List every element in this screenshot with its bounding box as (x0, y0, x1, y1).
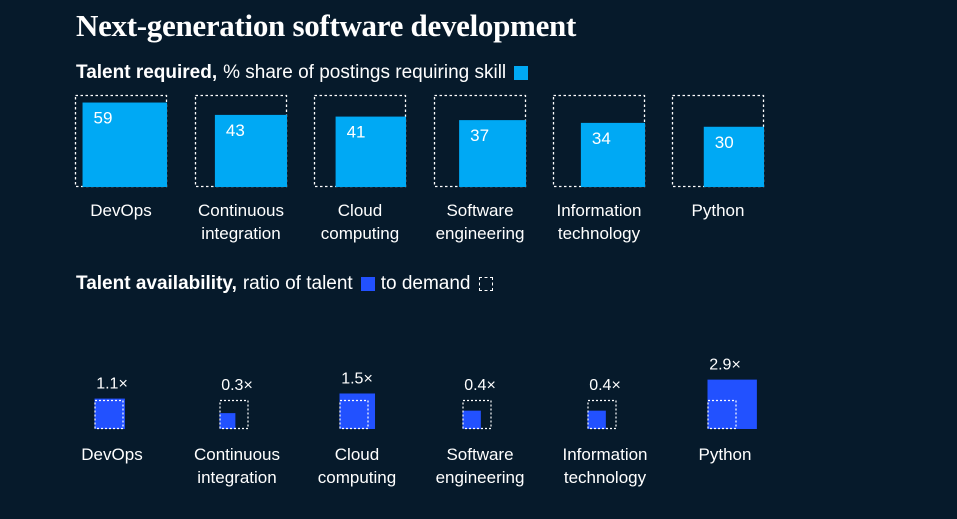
talent-ratio-label-2: 1.5× (341, 370, 373, 387)
talent-square-1 (219, 413, 236, 429)
required-category-label-3-1: engineering (436, 224, 525, 243)
required-square-4 (580, 122, 645, 187)
availability-category-label-4-1: technology (564, 468, 647, 487)
required-category-label-3-0: Software (446, 201, 513, 220)
talent-square-3 (462, 410, 481, 429)
availability-category-label-5-0: Python (699, 445, 752, 464)
talent-ratio-label-1: 0.3× (221, 377, 253, 394)
talent-ratio-label-4: 0.4× (589, 377, 621, 394)
talent-ratio-label-5: 2.9× (709, 357, 741, 374)
talent-legend-square-icon (360, 277, 375, 291)
talent-ratio-label-0: 1.1× (96, 376, 128, 393)
required-square-3 (459, 120, 526, 187)
talent-required-label: Talent required, (76, 62, 218, 83)
required-value-label-1: 43 (226, 121, 245, 140)
required-square-1 (214, 114, 287, 187)
talent-required-unit: % share of postings requiring skill (223, 62, 507, 83)
required-category-label-4-1: technology (558, 224, 641, 243)
availability-category-label-2-0: Cloud (335, 445, 379, 464)
talent-square-5 (707, 379, 757, 429)
talent-availability-unit: ratio of talent (242, 273, 353, 294)
required-value-label-0: 59 (94, 109, 113, 128)
availability-category-label-2-1: computing (318, 468, 396, 487)
required-legend-square-icon (514, 66, 529, 80)
demand-frame-2 (339, 399, 369, 430)
availability-category-label-3-1: engineering (436, 468, 525, 487)
required-value-label-2: 41 (347, 123, 366, 142)
availability-category-label-1-1: integration (197, 468, 276, 487)
availability-category-label-0-0: DevOps (81, 445, 142, 464)
required-category-label-1-1: integration (201, 224, 280, 243)
required-category-label-2-0: Cloud (338, 201, 382, 220)
required-square-5 (703, 126, 764, 187)
demand-frame-5 (707, 399, 737, 430)
required-category-label-2-1: computing (321, 224, 399, 243)
availability-category-label-3-0: Software (446, 445, 513, 464)
talent-availability-heading: Talent availability, ratio of talent to … (76, 273, 493, 295)
demand-frame-4 (587, 399, 617, 430)
demand-frame-3 (462, 399, 492, 430)
availability-category-label-4-0: Information (562, 445, 647, 464)
demand-label: to demand (380, 273, 471, 294)
page-title: Next-generation software development (76, 8, 577, 43)
required-value-label-4: 34 (592, 129, 611, 148)
required-value-label-5: 30 (715, 133, 734, 152)
required-category-label-4-0: Information (556, 201, 641, 220)
demand-frame-1 (219, 399, 249, 430)
talent-availability-label: Talent availability, (76, 273, 237, 294)
required-square-2 (335, 116, 406, 187)
talent-square-0 (94, 398, 125, 429)
availability-category-label-1-0: Continuous (194, 445, 280, 464)
talent-square-2 (339, 393, 376, 429)
demand-legend-square-icon (478, 277, 493, 291)
demand-frame-0 (94, 399, 124, 430)
talent-square-4 (587, 410, 606, 429)
talent-ratio-label-3: 0.4× (464, 377, 496, 394)
required-category-label-0-0: DevOps (90, 201, 151, 220)
talent-required-heading: Talent required, % share of postings req… (76, 62, 529, 84)
required-value-label-3: 37 (470, 126, 489, 145)
required-category-label-1-0: Continuous (198, 201, 284, 220)
required-square-0 (82, 102, 167, 187)
required-category-label-5-0: Python (692, 201, 745, 220)
